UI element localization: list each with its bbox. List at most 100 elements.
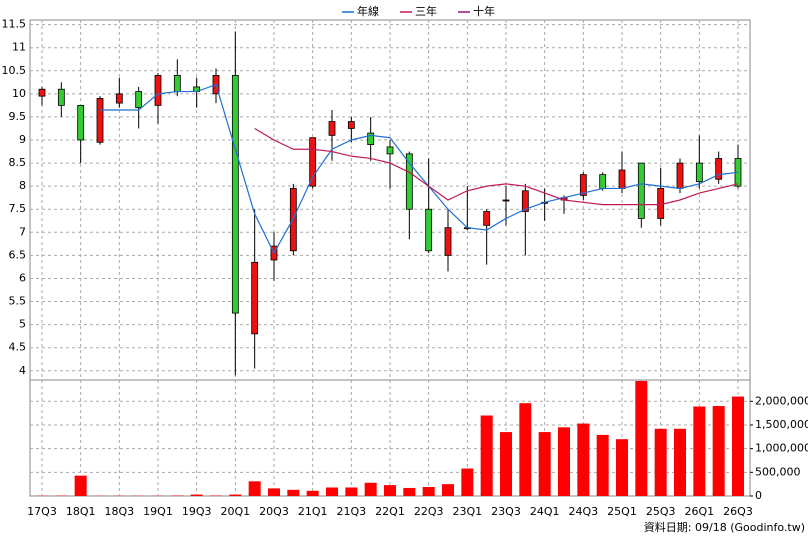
candle-body	[637, 162, 645, 219]
candle-body	[77, 104, 85, 141]
y-tick-label: 11.5	[2, 18, 27, 31]
volume-bar	[345, 487, 358, 496]
volume-bar	[248, 481, 261, 496]
legend-label: 年線	[357, 4, 379, 18]
candle-body	[444, 227, 452, 256]
legend-label: 三年	[415, 4, 437, 18]
volume-bar	[422, 487, 435, 496]
candle-body	[483, 211, 491, 226]
ma-line	[100, 83, 739, 255]
candle-body	[38, 88, 46, 97]
volume-bar	[500, 432, 512, 496]
volume-bar	[190, 494, 203, 496]
volume-bar	[519, 403, 532, 496]
volume-bar	[326, 487, 338, 496]
y-tick-label: 7	[19, 225, 26, 238]
y-tick-label: 9	[19, 133, 26, 146]
volume-bar	[577, 423, 590, 496]
volume-bar	[538, 432, 551, 496]
candle-body	[599, 174, 607, 189]
volume-bar	[287, 489, 300, 496]
volume-bar	[268, 488, 280, 496]
y-tick-label: 6.5	[9, 248, 27, 261]
candle-body	[173, 74, 181, 92]
y-tick-label: 4.5	[9, 341, 27, 354]
x-tick-label: 25Q3	[646, 505, 676, 518]
candle-body	[135, 91, 143, 109]
y-tick-label: 8.5	[9, 156, 27, 169]
volume-bar	[442, 484, 454, 496]
x-tick-label: 20Q1	[221, 505, 251, 518]
candle-body	[521, 190, 529, 212]
x-tick-label: 19Q3	[182, 505, 212, 518]
legend-label: 十年	[473, 4, 495, 18]
y2-tick-label: 2,000,000	[755, 394, 808, 407]
x-tick-label: 23Q1	[453, 505, 483, 518]
y-tick-label: 11	[12, 41, 26, 54]
candle-body	[328, 121, 336, 136]
candle-body	[347, 121, 355, 129]
y-tick-label: 5.5	[9, 295, 27, 308]
candle-body	[676, 162, 684, 189]
volume-bar	[364, 482, 377, 496]
volume-bar	[732, 396, 744, 496]
y-tick-label: 6	[19, 271, 26, 284]
candle-body	[115, 93, 123, 104]
y-tick-label: 4	[19, 364, 26, 377]
volume-bar	[712, 406, 725, 496]
x-tick-label: 18Q1	[66, 505, 96, 518]
ma-line	[254, 127, 739, 206]
volume-bar	[654, 428, 667, 496]
x-tick-label: 26Q3	[723, 505, 753, 518]
x-tick-label: 25Q1	[607, 505, 637, 518]
volume-bar	[229, 494, 242, 496]
x-tick-label: 20Q3	[259, 505, 289, 518]
x-tick-label: 24Q3	[569, 505, 599, 518]
candle-body	[502, 199, 510, 202]
x-tick-label: 21Q1	[298, 505, 328, 518]
y-tick-label: 10	[12, 87, 26, 100]
x-tick-label: 21Q3	[337, 505, 367, 518]
volume-bar	[306, 490, 319, 496]
candle-body	[715, 158, 723, 180]
y2-tick-label: 500,000	[755, 465, 801, 478]
candle-body	[618, 169, 626, 189]
candle-body	[657, 188, 665, 219]
x-tick-label: 22Q1	[375, 505, 405, 518]
volume-bar	[635, 380, 648, 496]
candle-body	[154, 74, 162, 106]
candle-body	[96, 98, 104, 143]
x-tick-label: 23Q3	[491, 505, 521, 518]
candle-body	[425, 208, 433, 252]
y2-tick-label: 1,000,000	[755, 442, 808, 455]
volume-bar	[74, 475, 87, 496]
y-tick-label: 5	[19, 318, 26, 331]
y2-tick-label: 1,500,000	[755, 418, 808, 431]
x-tick-label: 17Q3	[27, 505, 57, 518]
volume-bar	[558, 427, 570, 496]
volume-bar	[616, 439, 628, 496]
y2-tick-label: 0	[755, 489, 762, 502]
candle-body	[57, 88, 65, 106]
candle-body	[367, 132, 375, 146]
x-tick-label: 18Q3	[105, 505, 135, 518]
x-tick-label: 24Q1	[530, 505, 560, 518]
candle-body	[695, 162, 703, 182]
volume-bar	[674, 428, 686, 496]
source-note: 資料日期: 09/18 (Goodinfo.tw)	[644, 520, 805, 534]
candle-body	[251, 261, 259, 335]
x-tick-label: 26Q1	[685, 505, 715, 518]
candle-body	[405, 153, 413, 210]
candle-body	[386, 146, 394, 155]
volume-bar	[461, 468, 474, 496]
x-tick-label: 19Q1	[143, 505, 173, 518]
candle-body	[579, 174, 587, 196]
y-tick-label: 7.5	[9, 202, 27, 215]
candle-body	[309, 137, 317, 187]
candle-body	[231, 74, 239, 314]
volume-bar	[480, 415, 493, 496]
volume-bar	[384, 485, 396, 496]
x-tick-label: 22Q3	[414, 505, 444, 518]
volume-bar	[403, 487, 416, 496]
